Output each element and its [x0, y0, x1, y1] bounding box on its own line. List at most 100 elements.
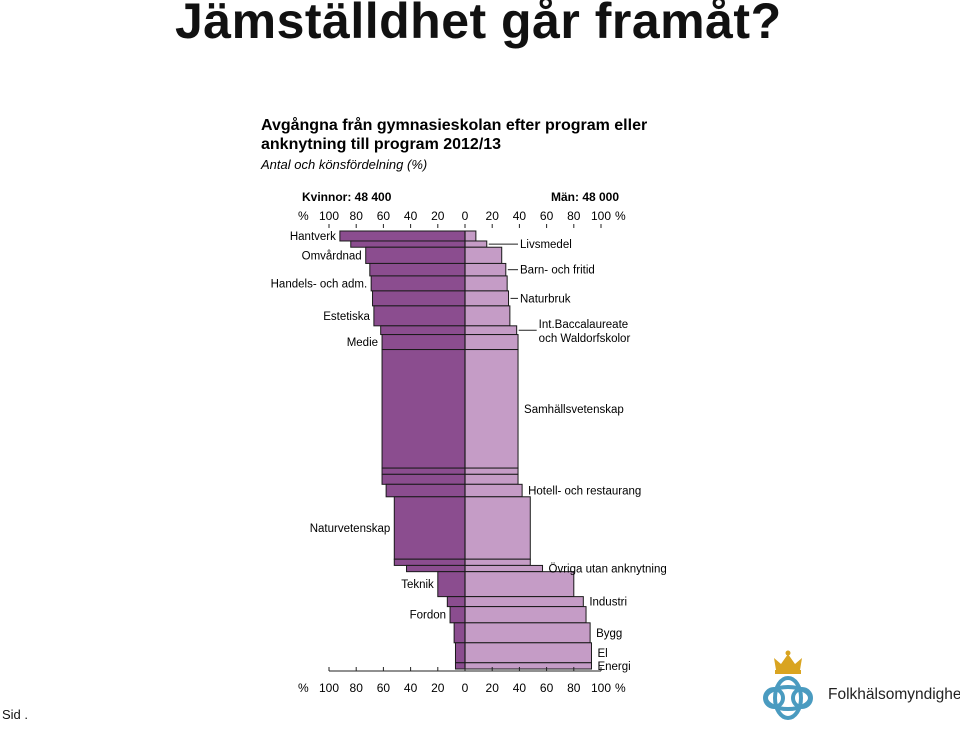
axis-tick-label: 40 — [404, 681, 418, 695]
axis-tick-label: 20 — [486, 681, 500, 695]
bottom-axis: % % 100 80 60 40 20 0 20 40 60 80 100 — [298, 667, 626, 695]
program-label: Hantverk — [290, 231, 336, 243]
chart-title: Avgångna från gymnasieskolan efter progr… — [261, 116, 647, 153]
program-label: Teknik — [401, 579, 434, 591]
program-label: Int.Baccalaureate — [539, 319, 629, 331]
bar-women — [393, 558, 466, 566]
axis-unit-right: % — [615, 209, 626, 223]
program-labels: Hantverk Livsmedel Omvårdnad Barn- och frit… — [271, 231, 667, 673]
top-axis: % % 100 80 60 40 20 0 20 40 60 80 100 — [298, 209, 626, 228]
bar-women — [373, 305, 466, 327]
program-label: och Waldorfskolor — [539, 333, 631, 345]
bar-women — [350, 240, 466, 248]
men-total: Män: 48 000 — [551, 190, 619, 204]
bar-women — [446, 596, 466, 608]
bar-men — [464, 325, 518, 336]
bar-men — [464, 622, 591, 644]
bar-women — [454, 662, 466, 670]
bar-men — [464, 606, 587, 624]
bar-men — [464, 496, 531, 560]
footer-page-label: Sid . — [2, 707, 29, 722]
axis-tick-label: 20 — [486, 209, 500, 223]
program-label: Medie — [347, 337, 378, 349]
bar-men — [464, 467, 519, 475]
axis-tick-label: 60 — [377, 209, 391, 223]
bar-women — [370, 275, 466, 292]
axis-tick-label: 40 — [513, 681, 527, 695]
bar-women — [365, 246, 466, 264]
bars-group — [339, 230, 592, 670]
axis-tick-label: 0 — [462, 681, 469, 695]
axis-tick-label: 80 — [567, 209, 581, 223]
bar-women — [372, 290, 466, 307]
axis-tick-label: 40 — [513, 209, 527, 223]
program-label: Samhällsvetenskap — [524, 404, 624, 416]
axis-tick-label: 100 — [591, 681, 611, 695]
bar-women — [454, 642, 466, 664]
axis-tick-label: 80 — [567, 681, 581, 695]
bar-women — [381, 467, 466, 475]
bar-women — [385, 483, 466, 498]
program-label: El — [597, 648, 607, 660]
axis-unit-left: % — [298, 209, 309, 223]
bar-men — [464, 275, 508, 292]
chart-title-line-2: anknytning till program 2012/13 — [261, 136, 501, 153]
program-label: Livsmedel — [520, 239, 572, 251]
axis-tick-label: 0 — [462, 209, 469, 223]
bar-women — [339, 230, 466, 242]
axis-tick-label: 20 — [431, 681, 445, 695]
bar-women — [437, 571, 466, 598]
slide-title: Jämställdhet går framåt? — [175, 0, 782, 49]
bar-men — [464, 564, 544, 573]
program-label: Fordon — [410, 610, 446, 622]
bar-men — [464, 334, 519, 351]
agency-logo: Folkhälsomyndigheten — [752, 648, 960, 725]
bar-men — [464, 230, 477, 242]
program-label: Omvårdnad — [302, 250, 362, 262]
bar-women — [369, 262, 466, 277]
bar-men — [464, 246, 503, 264]
axis-tick-label: 40 — [404, 209, 418, 223]
axis-tick-label: 80 — [350, 681, 364, 695]
women-total: Kvinnor: 48 400 — [302, 190, 392, 204]
bar-men — [464, 349, 519, 469]
axis-tick-label: 60 — [540, 681, 554, 695]
axis-tick-label: 100 — [319, 209, 339, 223]
program-label: Industri — [589, 597, 627, 609]
bar-men — [464, 642, 592, 664]
bar-men — [464, 483, 523, 498]
bar-men — [464, 571, 575, 598]
program-label: Naturvetenskap — [310, 523, 391, 535]
bar-men — [464, 305, 511, 327]
bar-women — [381, 349, 466, 469]
agency-name: Folkhälsomyndigheten — [828, 686, 960, 703]
program-label: Naturbruk — [520, 293, 571, 305]
axis-unit-right: % — [615, 681, 626, 695]
axis-tick-label: 100 — [319, 681, 339, 695]
axis-tick-label: 20 — [431, 209, 445, 223]
program-label: Handels- och adm. — [271, 278, 368, 290]
bar-men — [464, 596, 584, 608]
program-label: Hotell- och restaurang — [528, 486, 641, 498]
program-label: Övriga utan anknytning — [549, 564, 667, 576]
bar-women — [406, 564, 466, 573]
axis-tick-label: 100 — [591, 209, 611, 223]
program-label: Estetiska — [323, 311, 370, 323]
crown-knot-icon — [763, 650, 813, 720]
bar-women — [381, 334, 466, 351]
bar-men — [464, 662, 592, 670]
chart-subtitle: Antal och könsfördelning (%) — [260, 157, 427, 172]
bar-women — [393, 496, 466, 560]
chart-title-line-1: Avgångna från gymnasieskolan efter progr… — [261, 116, 647, 134]
program-label: Energi — [597, 661, 630, 673]
bar-men — [464, 262, 507, 277]
bar-men — [464, 240, 488, 248]
axis-tick-label: 80 — [350, 209, 364, 223]
axis-tick-label: 60 — [540, 209, 554, 223]
program-label: Barn- och fritid — [520, 265, 595, 277]
bar-women — [453, 622, 466, 644]
bar-men — [464, 558, 531, 566]
bar-women — [381, 473, 466, 485]
axis-tick-label: 60 — [377, 681, 391, 695]
